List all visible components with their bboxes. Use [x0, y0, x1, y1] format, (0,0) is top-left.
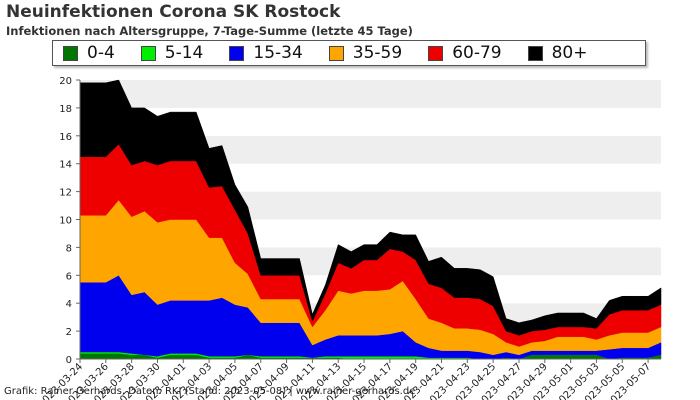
legend-label: 35-59 — [352, 43, 403, 63]
legend-item-80+: 80+ — [527, 43, 588, 63]
y-tick-label: 10 — [59, 216, 72, 227]
legend-swatch — [527, 45, 543, 61]
legend-item-60-79: 60-79 — [428, 43, 502, 63]
y-tick-label: 18 — [59, 104, 72, 115]
y-tick-label: 8 — [66, 243, 72, 254]
chart-footer: Grafik: Rainer Gerhards, Daten: RKI (Sta… — [4, 386, 416, 397]
legend-swatch — [428, 45, 444, 61]
y-tick-label: 0 — [66, 355, 72, 366]
chart-subtitle: Infektionen nach Altersgruppe, 7-Tage-Su… — [6, 24, 413, 38]
chart-title: Neuinfektionen Corona SK Rostock — [6, 2, 341, 22]
legend-label: 80+ — [551, 43, 588, 63]
legend-item-0-4: 0-4 — [63, 43, 115, 63]
legend-item-35-59: 35-59 — [328, 43, 403, 63]
series-area-80+ — [79, 79, 662, 336]
chart-legend: 0-4 5-14 15-34 35-59 60-79 80+ — [52, 40, 646, 66]
legend-swatch — [140, 45, 156, 61]
legend-label: 0-4 — [87, 43, 115, 63]
y-tick-label: 6 — [66, 271, 72, 282]
legend-label: 15-34 — [253, 43, 303, 63]
y-tick-label: 12 — [59, 188, 72, 199]
legend-item-5-14: 5-14 — [140, 43, 204, 63]
grid-band — [80, 80, 661, 108]
legend-item-15-34: 15-34 — [229, 43, 303, 63]
legend-label: 5-14 — [164, 43, 204, 63]
y-tick-label: 14 — [59, 160, 72, 171]
y-tick-label: 16 — [59, 132, 72, 143]
y-tick-label: 4 — [66, 299, 72, 310]
legend-swatch — [328, 45, 344, 61]
legend-swatch — [229, 45, 245, 61]
y-tick-label: 20 — [59, 76, 72, 87]
legend-label: 60-79 — [452, 43, 502, 63]
y-tick-label: 2 — [66, 327, 72, 338]
legend-swatch — [63, 45, 78, 61]
